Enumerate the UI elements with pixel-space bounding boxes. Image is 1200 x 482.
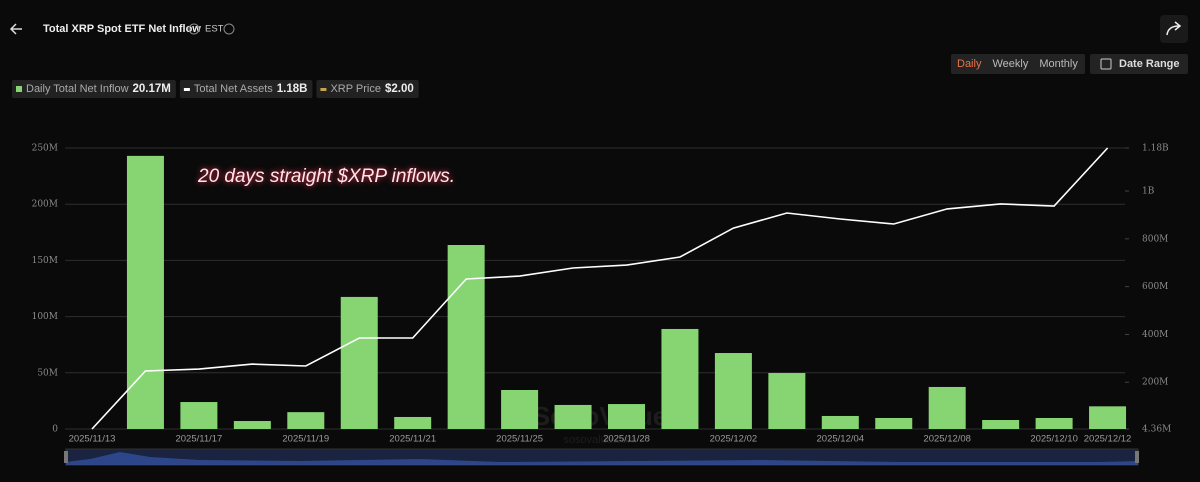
x-tick-label: 2025/11/28	[603, 434, 650, 445]
tab[interactable]: Weekly	[992, 58, 1028, 70]
bar	[661, 328, 699, 429]
x-tick-label: 2025/11/19	[282, 434, 329, 445]
date-range-label: Date Range	[1119, 58, 1180, 70]
legend-item[interactable]	[179, 80, 313, 98]
y2-tick-label: 200M	[1142, 378, 1168, 388]
date-range-button[interactable]	[1090, 54, 1188, 74]
bar	[1035, 417, 1073, 429]
watermark: SoSoValue	[533, 401, 667, 431]
share-icon	[1166, 21, 1182, 36]
y-tick-label: 200M	[32, 200, 58, 210]
legend-value: 20.17M	[133, 83, 171, 95]
page-title: Total XRP Spot ETF Net Inflow	[43, 23, 201, 35]
legend-item[interactable]	[12, 80, 176, 98]
x-tick-label: 2025/11/21	[389, 434, 436, 445]
navigator-preview	[66, 452, 1138, 465]
legend-swatch	[16, 86, 22, 92]
x-tick-label: 2025/12/02	[710, 434, 758, 445]
x-tick-label: 2025/12/04	[817, 434, 865, 445]
y-tick-label: 100M	[32, 312, 58, 322]
legend: Daily Total Net Inflow 20.17M Total Net As…	[12, 80, 419, 98]
watermark-url: sosovalue.com	[563, 434, 636, 446]
navigator-handle[interactable]	[64, 451, 68, 463]
bar	[554, 404, 592, 429]
annotation: 20 days straight $XRP inflows.	[197, 166, 455, 187]
legend-swatch	[183, 88, 190, 91]
legend-value: 1.18B	[277, 83, 308, 95]
bar	[1089, 406, 1127, 429]
y-tick-label: 150M	[32, 256, 58, 266]
calendar-icon	[1100, 58, 1112, 70]
x-tick-label: 2025/12/12	[1084, 434, 1132, 445]
y-tick-label: 250M	[32, 144, 58, 154]
bar	[447, 245, 485, 429]
y-tick-label: 50M	[37, 368, 58, 378]
bar	[982, 420, 1020, 429]
bar	[394, 416, 432, 429]
back-button[interactable]	[9, 23, 22, 35]
legend-label: Daily Total Net Inflow	[26, 83, 129, 95]
tabs: Daily Weekly Monthly	[957, 58, 1078, 70]
info-icon[interactable]	[223, 23, 235, 35]
info-icon[interactable]	[188, 23, 200, 35]
bar	[180, 402, 218, 429]
bar	[768, 373, 806, 429]
navigator-handle[interactable]	[1135, 451, 1139, 463]
timezone: EST	[205, 24, 224, 35]
line	[91, 147, 1109, 430]
y2-tick-label: 800M	[1142, 234, 1168, 244]
y2-tick-label: 1B	[1142, 187, 1155, 197]
legend-value: $2.00	[385, 83, 414, 95]
bar	[233, 421, 271, 429]
tab-group	[951, 54, 1085, 74]
legend-swatch	[320, 88, 327, 91]
legend-item[interactable]	[316, 80, 419, 98]
y2-tick-label: 1.18B	[1142, 144, 1169, 154]
y2-tick-label: 400M	[1142, 330, 1168, 340]
x-tick-label: 2025/11/17	[175, 434, 222, 445]
x-tick-label: 2025/12/10	[1030, 434, 1078, 445]
x-tick-label: 2025/11/25	[496, 434, 543, 445]
y2-tick-label: 600M	[1142, 282, 1168, 292]
bar	[928, 386, 966, 429]
plot: 0 50M 100M 150M 200M 250M 4.36M 200M 400M 600M 800…	[32, 144, 1172, 445]
x-tick-label: 2025/12/08	[923, 434, 971, 445]
bar	[875, 417, 913, 429]
bar	[821, 415, 859, 429]
bar	[287, 412, 325, 429]
x-tick-label: 2025/11/13	[69, 434, 116, 445]
share-button[interactable]	[1160, 15, 1188, 43]
bar	[608, 404, 645, 429]
legend-label: XRP Price	[330, 83, 381, 95]
legend-label: Total Net Assets	[194, 83, 273, 95]
tab[interactable]: Daily	[957, 58, 982, 70]
bar	[501, 389, 539, 429]
bar	[126, 155, 164, 430]
y-tick-label: 0	[52, 425, 58, 435]
bar	[340, 296, 378, 429]
bar	[714, 353, 752, 429]
tab[interactable]: Monthly	[1039, 58, 1078, 70]
y2-tick-label: 4.36M	[1142, 425, 1171, 435]
